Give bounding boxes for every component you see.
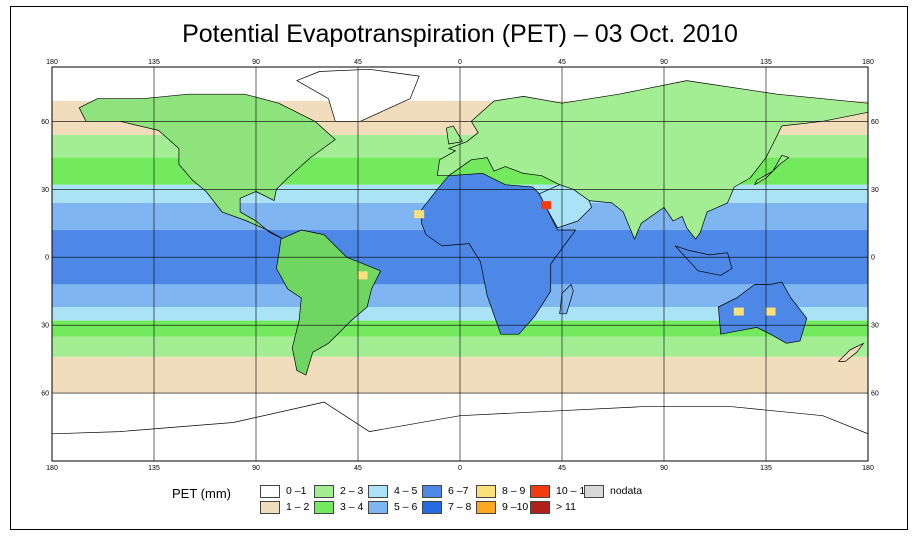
map-title: Potential Evapotranspiration (PET) – 03 … bbox=[182, 20, 738, 48]
legend-label: 7 – 8 bbox=[448, 501, 472, 513]
madagascar bbox=[559, 284, 574, 315]
legend-label: 0 –1 bbox=[286, 485, 307, 497]
new-zealand bbox=[838, 342, 864, 362]
lon-tick-label-top: 90 bbox=[660, 59, 668, 66]
legend-swatch bbox=[584, 485, 604, 498]
lat-tick-label-left: 30 bbox=[41, 323, 49, 330]
lat-tick-label-left: 60 bbox=[41, 391, 49, 398]
hotspot bbox=[733, 307, 744, 316]
lon-tick-label-bottom: 135 bbox=[148, 465, 160, 472]
map-border bbox=[51, 66, 869, 462]
legend-swatch bbox=[422, 485, 442, 498]
lon-tick-label-top: 135 bbox=[760, 59, 772, 66]
lon-tick-label-top: 45 bbox=[558, 59, 566, 66]
lat-tick-label-right: 60 bbox=[871, 119, 879, 126]
legend-label: 9 –10 bbox=[502, 501, 529, 513]
indonesia bbox=[674, 245, 733, 276]
lon-tick-label-bottom: 45 bbox=[558, 465, 566, 472]
legend-item: 6 –7 bbox=[422, 484, 522, 500]
legend-swatch bbox=[314, 501, 334, 514]
hotspot bbox=[541, 201, 552, 210]
legend-item: 10 – 11 bbox=[530, 484, 630, 500]
legend-label: 10 – 11 bbox=[556, 485, 591, 497]
legend-swatch bbox=[368, 501, 388, 514]
australia bbox=[718, 281, 808, 344]
legend-swatch bbox=[422, 501, 442, 514]
legend-swatch bbox=[476, 501, 496, 514]
legend-item: 5 – 6 bbox=[368, 500, 468, 516]
lat-tick-label-right: 60 bbox=[871, 391, 879, 398]
legend-label: > 11 bbox=[556, 501, 576, 513]
arabia bbox=[538, 184, 592, 229]
legend-label: 2 – 3 bbox=[340, 485, 364, 497]
legend-label: 3 – 4 bbox=[340, 501, 364, 513]
legend-item: 9 –10 bbox=[476, 500, 576, 516]
legend-swatch bbox=[368, 485, 388, 498]
lat-tick-label-left: 0 bbox=[45, 255, 49, 262]
lon-tick-label-top: 45 bbox=[354, 59, 362, 66]
hotspots bbox=[357, 201, 776, 316]
lon-tick-label-bottom: 90 bbox=[660, 465, 668, 472]
legend-item: 4 – 5 bbox=[368, 484, 468, 500]
legend-label: 1 – 2 bbox=[286, 501, 310, 513]
lon-tick-label-bottom: 45 bbox=[354, 465, 362, 472]
legend-swatch bbox=[530, 501, 550, 514]
lat-tick-label-right: 0 bbox=[871, 255, 875, 262]
lat-tick-label-left: 30 bbox=[41, 187, 49, 194]
legend-item: 1 – 2 bbox=[260, 500, 360, 516]
lon-tick-label-bottom: 90 bbox=[252, 465, 260, 472]
axis-ticks: 180 180 135 135 90 90 45 45 0 0 45 45 90 90 135 135 180 1… bbox=[41, 59, 879, 472]
legend-item: 2 – 3 bbox=[314, 484, 414, 500]
lon-tick-label-bottom: 180 bbox=[862, 465, 874, 472]
hotspot bbox=[765, 307, 776, 316]
legend-title: PET (mm) bbox=[172, 486, 231, 501]
legend-swatch bbox=[260, 485, 280, 498]
legend-swatch bbox=[314, 485, 334, 498]
north-america bbox=[78, 93, 336, 240]
lon-tick-label-bottom: 0 bbox=[458, 465, 462, 472]
legend-item: 7 – 8 bbox=[422, 500, 522, 516]
hotspot bbox=[357, 271, 368, 280]
legend-item: 0 –1 bbox=[260, 484, 360, 500]
lon-tick-label-top: 90 bbox=[252, 59, 260, 66]
europe-asia bbox=[436, 80, 868, 240]
lon-tick-label-bottom: 180 bbox=[46, 465, 58, 472]
hotspot bbox=[414, 210, 425, 219]
lon-tick-label-top: 0 bbox=[458, 59, 462, 66]
legend-swatch bbox=[530, 485, 550, 498]
legend-swatch bbox=[260, 501, 280, 514]
lon-tick-label-top: 135 bbox=[148, 59, 160, 66]
legend-label: 6 –7 bbox=[448, 485, 469, 497]
legend-item: > 11 bbox=[530, 500, 630, 516]
legend-item: 3 – 4 bbox=[314, 500, 414, 516]
lat-tick-label-right: 30 bbox=[871, 323, 879, 330]
lon-tick-label-bottom: 135 bbox=[760, 465, 772, 472]
legend-item: 8 – 9 bbox=[476, 484, 576, 500]
legend-label: nodata bbox=[610, 485, 643, 497]
lon-tick-label-top: 180 bbox=[46, 59, 58, 66]
legend-label: 4 – 5 bbox=[394, 485, 418, 497]
japan bbox=[754, 154, 790, 186]
legend-label: 8 – 9 bbox=[502, 485, 526, 497]
lat-tick-label-left: 60 bbox=[41, 119, 49, 126]
legend-label: 5 – 6 bbox=[394, 501, 418, 513]
lon-tick-label-top: 180 bbox=[862, 59, 874, 66]
legend-item: nodata bbox=[584, 484, 684, 500]
legend-swatch bbox=[476, 485, 496, 498]
lat-tick-label-right: 30 bbox=[871, 187, 879, 194]
